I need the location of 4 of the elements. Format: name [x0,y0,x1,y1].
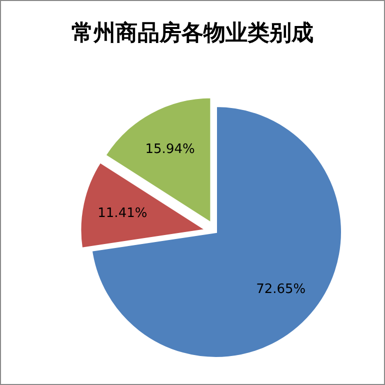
data-label: 11.41% [98,206,148,221]
data-label: 15.94% [145,142,195,158]
data-label: 72.65% [256,282,306,297]
chart-title: 常州商品房各物业类别成 [72,20,314,46]
